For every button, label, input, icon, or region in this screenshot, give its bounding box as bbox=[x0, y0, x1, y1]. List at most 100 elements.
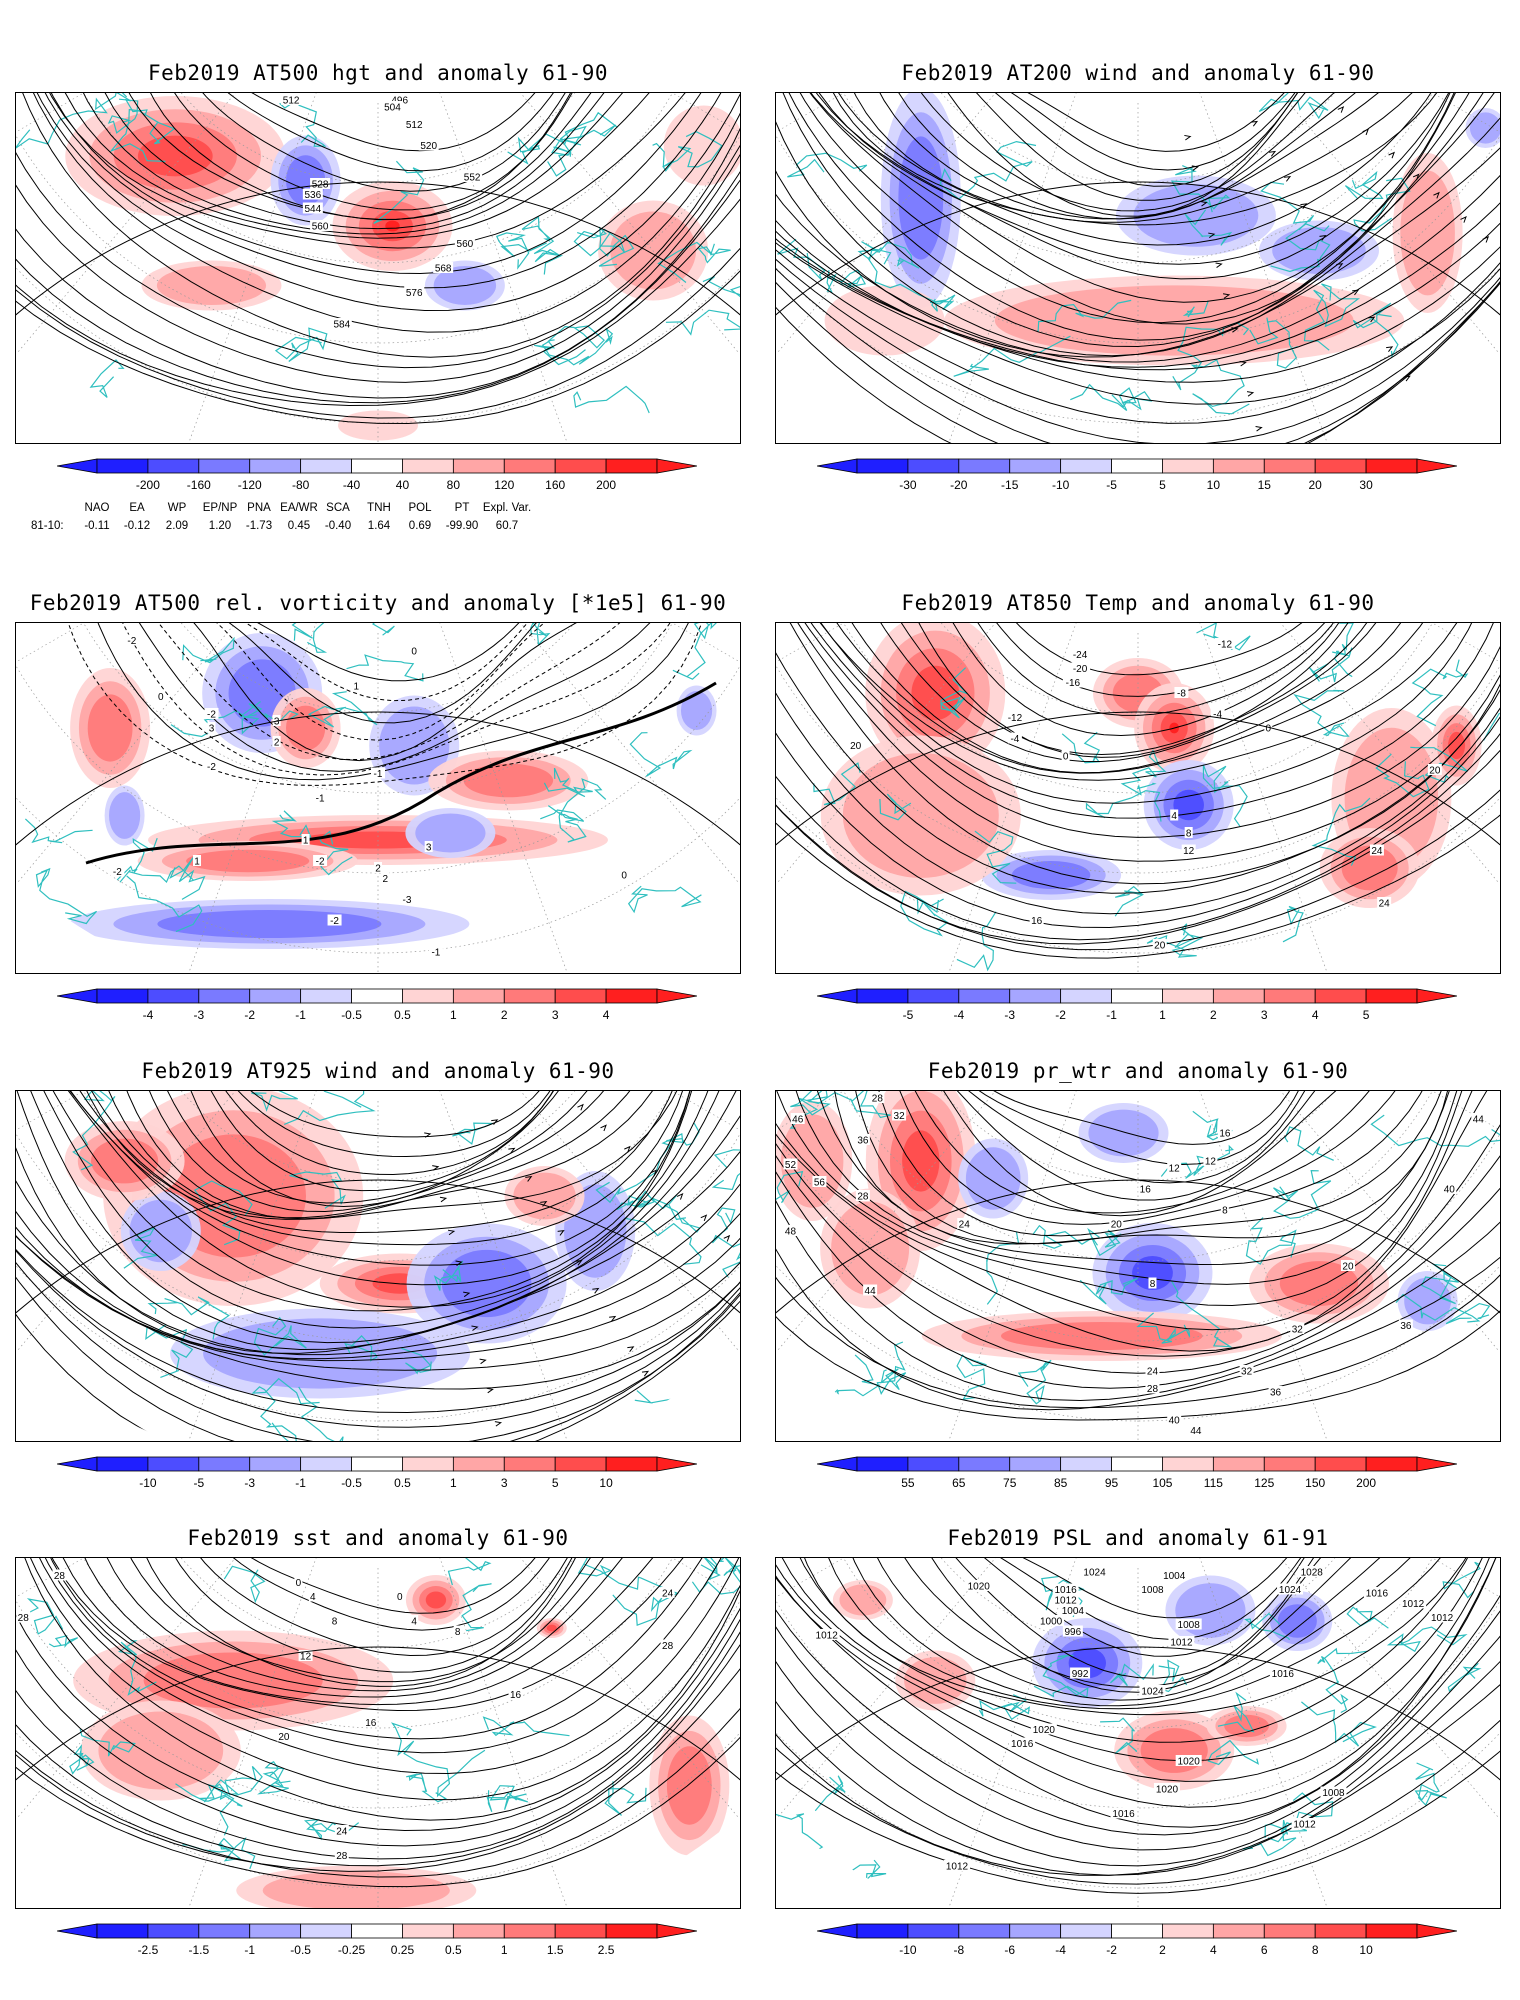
contour-line bbox=[82, 93, 624, 235]
contour-labels: -24 -20 -16 -12 -12 -4 0 -8 -4 0 48 12 16 20 20 20 24 24 bbox=[848, 638, 1442, 952]
contour-labels: 5124965045125205285365445525605605685765… bbox=[281, 94, 483, 331]
tele-name: Expl. Var. bbox=[482, 502, 532, 514]
contour-label: 1024 bbox=[1083, 1568, 1106, 1579]
colorbar-tick-label: -5 bbox=[193, 1476, 205, 1490]
contour-line bbox=[931, 1558, 1322, 1693]
contour-line bbox=[776, 692, 1500, 915]
contour-label-bg bbox=[428, 946, 443, 957]
colorbar-box bbox=[1212, 1456, 1265, 1472]
colorbar-box bbox=[249, 988, 302, 1004]
contour-line bbox=[16, 171, 740, 399]
streamline bbox=[126, 1091, 631, 1220]
streamline bbox=[70, 1091, 691, 1266]
positive-anomaly bbox=[286, 705, 326, 751]
negative-anomaly bbox=[1404, 1277, 1451, 1325]
contour-label: 568 bbox=[435, 264, 452, 275]
contour-line bbox=[50, 1558, 703, 1740]
colorbar-box bbox=[198, 1923, 251, 1939]
contour-label-bg bbox=[281, 94, 302, 105]
colorbar-tick-label: -1 bbox=[244, 1943, 256, 1957]
contour-label-bg bbox=[1081, 1566, 1108, 1577]
contour-label: 3 bbox=[209, 724, 215, 735]
contour-labels: 46 28 32 36 52 56 48 44 28 24 20 16 12 8 8 12 16 20 24 28 32… bbox=[783, 1092, 1486, 1437]
outside-domain bbox=[16, 880, 740, 973]
contour-line bbox=[956, 1091, 1316, 1201]
tele-value: 1.64 bbox=[367, 520, 391, 532]
wind-arrow bbox=[1403, 375, 1411, 382]
colorbar-box bbox=[1314, 1456, 1367, 1472]
colorbar-tick-label: 115 bbox=[1203, 1476, 1223, 1490]
tele-name: PT bbox=[454, 502, 470, 514]
contour-label-bg bbox=[813, 1629, 840, 1640]
contour-label-bg bbox=[399, 893, 414, 905]
colorbar-labels: -10 -8 -6 -4 -2 2 4 6 8 10 bbox=[817, 1943, 1457, 1959]
contour-label: 512 bbox=[283, 96, 300, 107]
streamline bbox=[225, 1091, 554, 1176]
contour-label-bg bbox=[382, 101, 403, 112]
contour-line bbox=[943, 1091, 1337, 1217]
contour-line bbox=[776, 1558, 1490, 1782]
colorbar-box bbox=[96, 458, 149, 474]
colorbar-tick-label: -2 bbox=[244, 1008, 256, 1022]
contour-label: 24 bbox=[662, 1589, 674, 1600]
contour-label-bg bbox=[1220, 1204, 1229, 1215]
streamline bbox=[879, 93, 1379, 220]
colorbar-tick-label: 5 bbox=[551, 1476, 559, 1490]
contour-label-bg bbox=[1239, 1365, 1254, 1376]
contour-line bbox=[51, 1558, 684, 1712]
streamline bbox=[776, 222, 1500, 371]
hemisphere-boundary bbox=[16, 711, 740, 846]
contour-line bbox=[16, 247, 740, 419]
colorbar-box bbox=[1212, 988, 1265, 1004]
panel-title: Feb2019 AT500 hgt and anomaly 61-90 bbox=[147, 61, 608, 85]
contour-label: -8 bbox=[1177, 689, 1186, 700]
contour-label: 0 bbox=[397, 1592, 403, 1603]
colorbar-tick-label: -1 bbox=[295, 1008, 306, 1022]
contour-label: 20 bbox=[1154, 941, 1166, 952]
contour-label-bg bbox=[1145, 1382, 1160, 1394]
tele-value: -0.40 bbox=[324, 520, 352, 532]
contour-label-bg bbox=[1009, 1737, 1036, 1749]
wind-arrow bbox=[723, 1234, 731, 1242]
colorbar-tick-label: 4 bbox=[1210, 1943, 1217, 1957]
contour-label: -2 bbox=[207, 710, 216, 721]
contour-label-bg bbox=[1161, 1569, 1188, 1581]
contour-label: 1008 bbox=[1322, 1788, 1345, 1799]
colorbar-left-arrow bbox=[57, 988, 98, 1004]
contour-line bbox=[16, 1618, 740, 1847]
contour-line bbox=[776, 1200, 1500, 1402]
wind-arrow bbox=[577, 1103, 584, 1111]
colorbar-box bbox=[1212, 458, 1265, 474]
colorbar-right-arrow bbox=[656, 1456, 697, 1472]
contour-line bbox=[1015, 623, 1303, 676]
colorbar-box bbox=[96, 1923, 149, 1939]
wind-arrow bbox=[1191, 165, 1199, 171]
colorbar-box bbox=[198, 1456, 251, 1472]
wind-arrow bbox=[508, 1147, 516, 1154]
negative-anomaly bbox=[1277, 1604, 1317, 1638]
contour-label: 1012 bbox=[946, 1862, 969, 1873]
contour-line bbox=[16, 153, 740, 383]
contour-label: 1020 bbox=[1033, 1725, 1056, 1736]
contour-line bbox=[776, 814, 1500, 959]
contour-label: 8 bbox=[332, 1617, 338, 1628]
anomaly-shading bbox=[65, 96, 740, 441]
contour-label: -2 bbox=[113, 867, 122, 878]
contour-label: 24 bbox=[1379, 899, 1391, 910]
contour-label-bg bbox=[1109, 1218, 1124, 1229]
contour-label: 1016 bbox=[1112, 1809, 1135, 1820]
contour-label-bg bbox=[1217, 1127, 1232, 1138]
map-sst: 28 28 0 4 8 12 16 20 24 28 24 28 16 8 4 0 bbox=[15, 1557, 741, 1909]
contour-label: 3 bbox=[274, 717, 280, 728]
colorbar-box bbox=[96, 988, 149, 1004]
panel-title: Feb2019 PSL and anomaly 61-91 bbox=[947, 1526, 1329, 1550]
colorbar-tick-label: -120 bbox=[237, 478, 262, 492]
coastlines bbox=[24, 623, 717, 933]
contour-label-bg bbox=[1210, 708, 1225, 719]
colorbar-tick-label: 120 bbox=[494, 478, 515, 492]
contour-line bbox=[257, 623, 520, 682]
contour-line bbox=[819, 623, 1458, 781]
contour-label-bg bbox=[313, 792, 328, 803]
colorbar-box bbox=[605, 988, 658, 1004]
streamline bbox=[776, 202, 1500, 368]
